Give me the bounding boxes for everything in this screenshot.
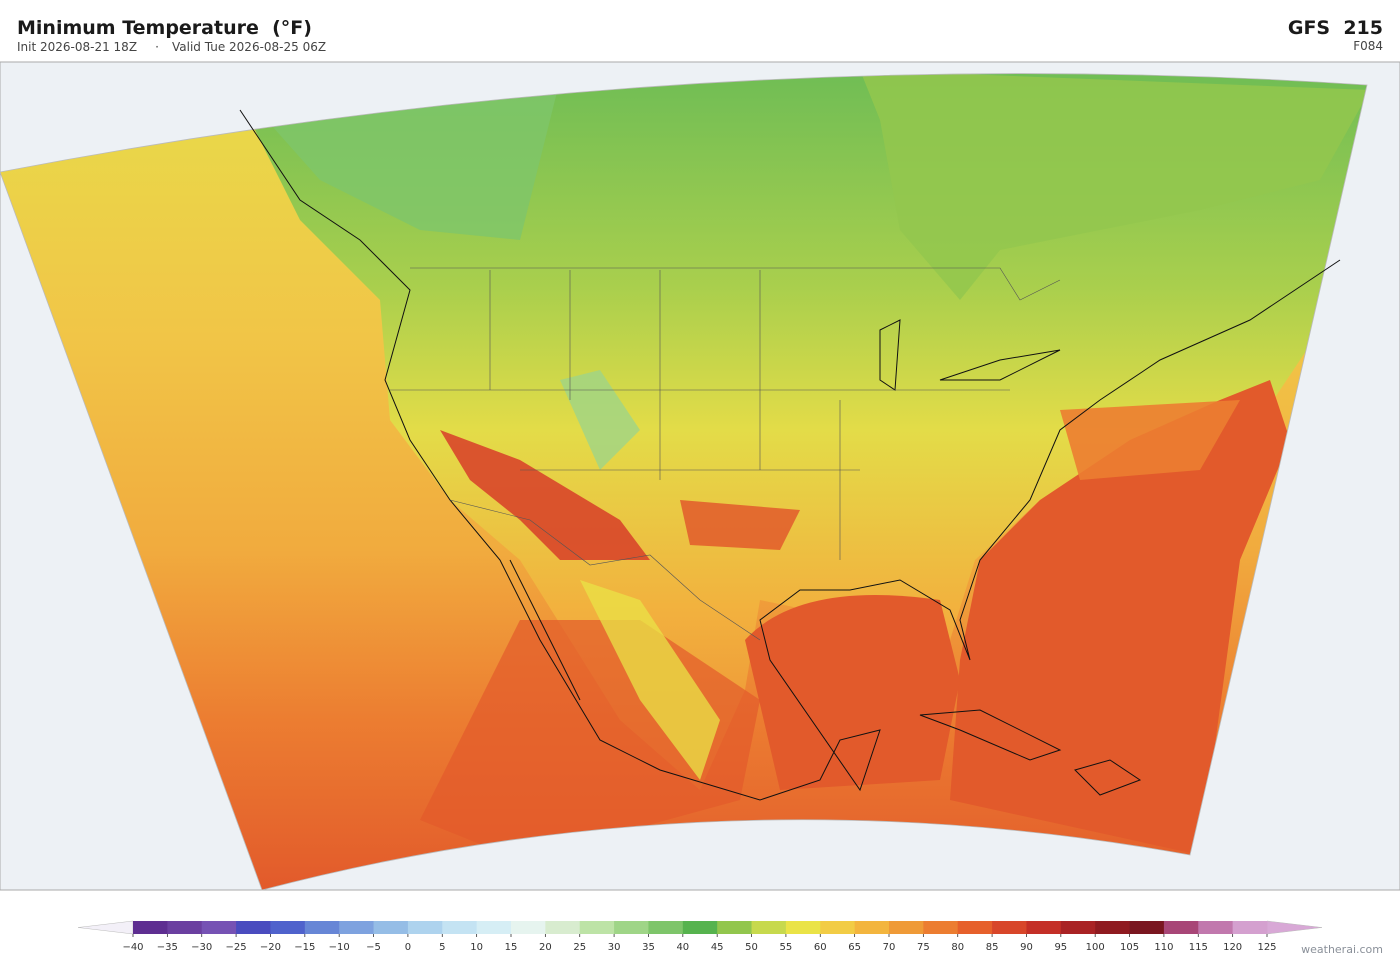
watermark: weatherai.com — [1301, 943, 1383, 956]
colorbar-bin — [1060, 921, 1096, 934]
colorbar-bin — [1026, 921, 1062, 934]
colorbar-over — [1266, 920, 1323, 935]
colorbar-tick-label: 80 — [951, 942, 964, 953]
valid-time: Valid Tue 2026-08-25 06Z — [172, 40, 326, 54]
colorbar-tick-label: 20 — [539, 942, 552, 953]
colorbar-tick-label: 30 — [608, 942, 621, 953]
colorbar-tick-label: 45 — [711, 942, 724, 953]
colorbar-bin — [889, 921, 924, 934]
colorbar-tick-label: 40 — [676, 942, 689, 953]
colorbar-tick-label: −25 — [226, 942, 247, 953]
colorbar-bin — [579, 921, 615, 934]
coastlines — [239, 109, 1341, 801]
separator: · — [155, 40, 159, 54]
colorbar-bin — [648, 921, 684, 934]
colorbar-bin — [476, 921, 512, 934]
init-time: Init 2026-08-21 18Z — [17, 40, 137, 54]
colorbar-tick-label: −10 — [329, 942, 350, 953]
colorbar-tick-label: 110 — [1154, 942, 1173, 953]
colorbar-tick-label: 65 — [848, 942, 861, 953]
colorbar-tick-label: −40 — [122, 942, 143, 953]
colorbar-bin — [442, 921, 478, 934]
colorbar-tick-label: 60 — [814, 942, 827, 953]
colorbar-bin — [820, 921, 856, 934]
colorbar-tick-label: 70 — [883, 942, 896, 953]
colorbar-bin — [304, 921, 340, 934]
map — [0, 61, 1400, 891]
colorbar-tick-label: 90 — [1020, 942, 1033, 953]
colorbar-bin — [201, 921, 237, 934]
colorbar-bin — [167, 921, 203, 934]
colorbar-bin — [133, 921, 168, 934]
colorbar-tick-label: 5 — [439, 942, 445, 953]
colorbar-tick-label: 25 — [573, 942, 586, 953]
colorbar-bin — [270, 921, 306, 934]
colorbar-bin — [614, 921, 649, 934]
colorbar-tick-label: 105 — [1120, 942, 1139, 953]
colorbar-bin — [957, 921, 993, 934]
colorbar-bin — [854, 921, 890, 934]
colorbar-tick-label: 35 — [642, 942, 655, 953]
forecast-hour: F084 — [1353, 39, 1383, 53]
model-name: GFS 215 — [1288, 17, 1383, 39]
colorbar-tick-label: −5 — [366, 942, 381, 953]
colorbar-tick-label: −35 — [157, 942, 178, 953]
colorbar: −40 −35 −30 −25 −20 −15 −10 −5 0 5 10 15 20 25 30 35 40 4… — [77, 920, 1323, 953]
colorbar-tick-label: 100 — [1086, 942, 1105, 953]
map-title: Minimum Temperature (°F) — [17, 17, 312, 39]
colorbar-bin — [236, 921, 271, 934]
colorbar-bin — [407, 921, 443, 934]
colorbar-tick-label: 120 — [1223, 942, 1242, 953]
colorbar-tick-label: 50 — [745, 942, 758, 953]
colorbar-bin — [992, 921, 1027, 934]
colorbar-bin — [1232, 921, 1268, 934]
colorbar-tick-label: 55 — [780, 942, 793, 953]
colorbar-bin — [1095, 921, 1130, 934]
colorbar-bin — [751, 921, 787, 934]
colorbar-bin — [511, 921, 546, 934]
colorbar-bin — [339, 921, 374, 934]
colorbar-tick-label: −15 — [294, 942, 315, 953]
colorbar-bin — [545, 921, 581, 934]
colorbar-tick-label: 0 — [405, 942, 411, 953]
colorbar-tick-label: −30 — [191, 942, 212, 953]
colorbar-tick-label: 85 — [986, 942, 999, 953]
colorbar-tick-label: 75 — [917, 942, 930, 953]
colorbar-tick-label: 115 — [1189, 942, 1208, 953]
colorbar-bin — [682, 921, 718, 934]
colorbar-tick-label: 15 — [505, 942, 518, 953]
temperature-field — [0, 73, 1367, 890]
colorbar-bin — [1198, 921, 1234, 934]
colorbar-tick-label: 10 — [470, 942, 483, 953]
colorbar-bin — [923, 921, 959, 934]
colorbar-tick-label: 95 — [1054, 942, 1067, 953]
colorbar-bin — [1129, 921, 1165, 934]
colorbar-tick-label: 125 — [1257, 942, 1276, 953]
colorbar-bin — [1163, 921, 1199, 934]
borders — [390, 267, 1061, 641]
colorbar-bin — [717, 921, 752, 934]
colorbar-under — [77, 920, 134, 935]
colorbar-bin — [373, 921, 409, 934]
colorbar-tick-label: −20 — [260, 942, 281, 953]
colorbar-bin — [785, 921, 821, 934]
